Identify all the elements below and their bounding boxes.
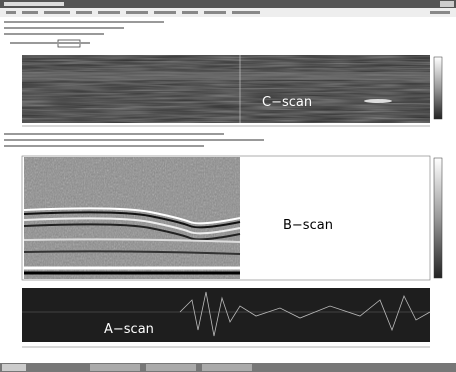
c-scan-band [22, 72, 430, 80]
status-lines [4, 133, 264, 147]
toolbar-row [10, 42, 90, 44]
b-scan-label: B−scan [283, 218, 333, 233]
window-controls[interactable] [440, 1, 454, 7]
start-button[interactable] [2, 364, 26, 371]
task-button[interactable] [146, 364, 196, 371]
a-scan-label: A−scan [104, 322, 154, 337]
c-scan-colorbar [434, 57, 442, 119]
c-scan-texture [22, 55, 430, 123]
a-scan-panel [22, 288, 430, 342]
task-button[interactable] [90, 364, 140, 371]
task-button[interactable] [202, 364, 252, 371]
app-window: C−scan B−scan A−scan [0, 0, 456, 372]
title-bar [0, 0, 456, 8]
c-scan-label: C−scan [262, 95, 312, 110]
b-scan-colorbar [434, 158, 442, 278]
page: C−scan B−scan A−scan (() => { const data… [0, 0, 456, 372]
info-lines [4, 21, 164, 35]
c-scan-spot [364, 99, 392, 103]
title-text-bar [4, 2, 64, 6]
